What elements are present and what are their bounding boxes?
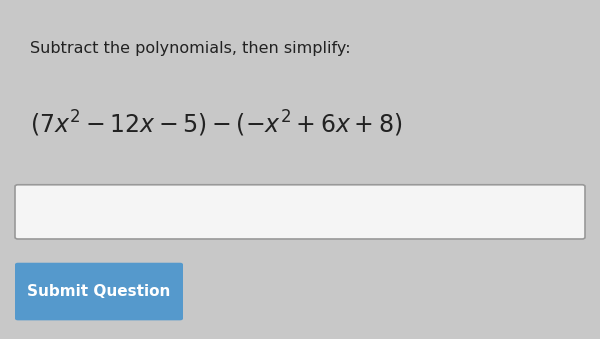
FancyBboxPatch shape <box>15 263 183 320</box>
Text: Subtract the polynomials, then simplify:: Subtract the polynomials, then simplify: <box>30 41 350 56</box>
FancyBboxPatch shape <box>15 185 585 239</box>
Text: Submit Question: Submit Question <box>28 284 170 299</box>
Text: $(7x^2 - 12x - 5) - (-x^2 + 6x + 8)$: $(7x^2 - 12x - 5) - (-x^2 + 6x + 8)$ <box>30 108 403 139</box>
